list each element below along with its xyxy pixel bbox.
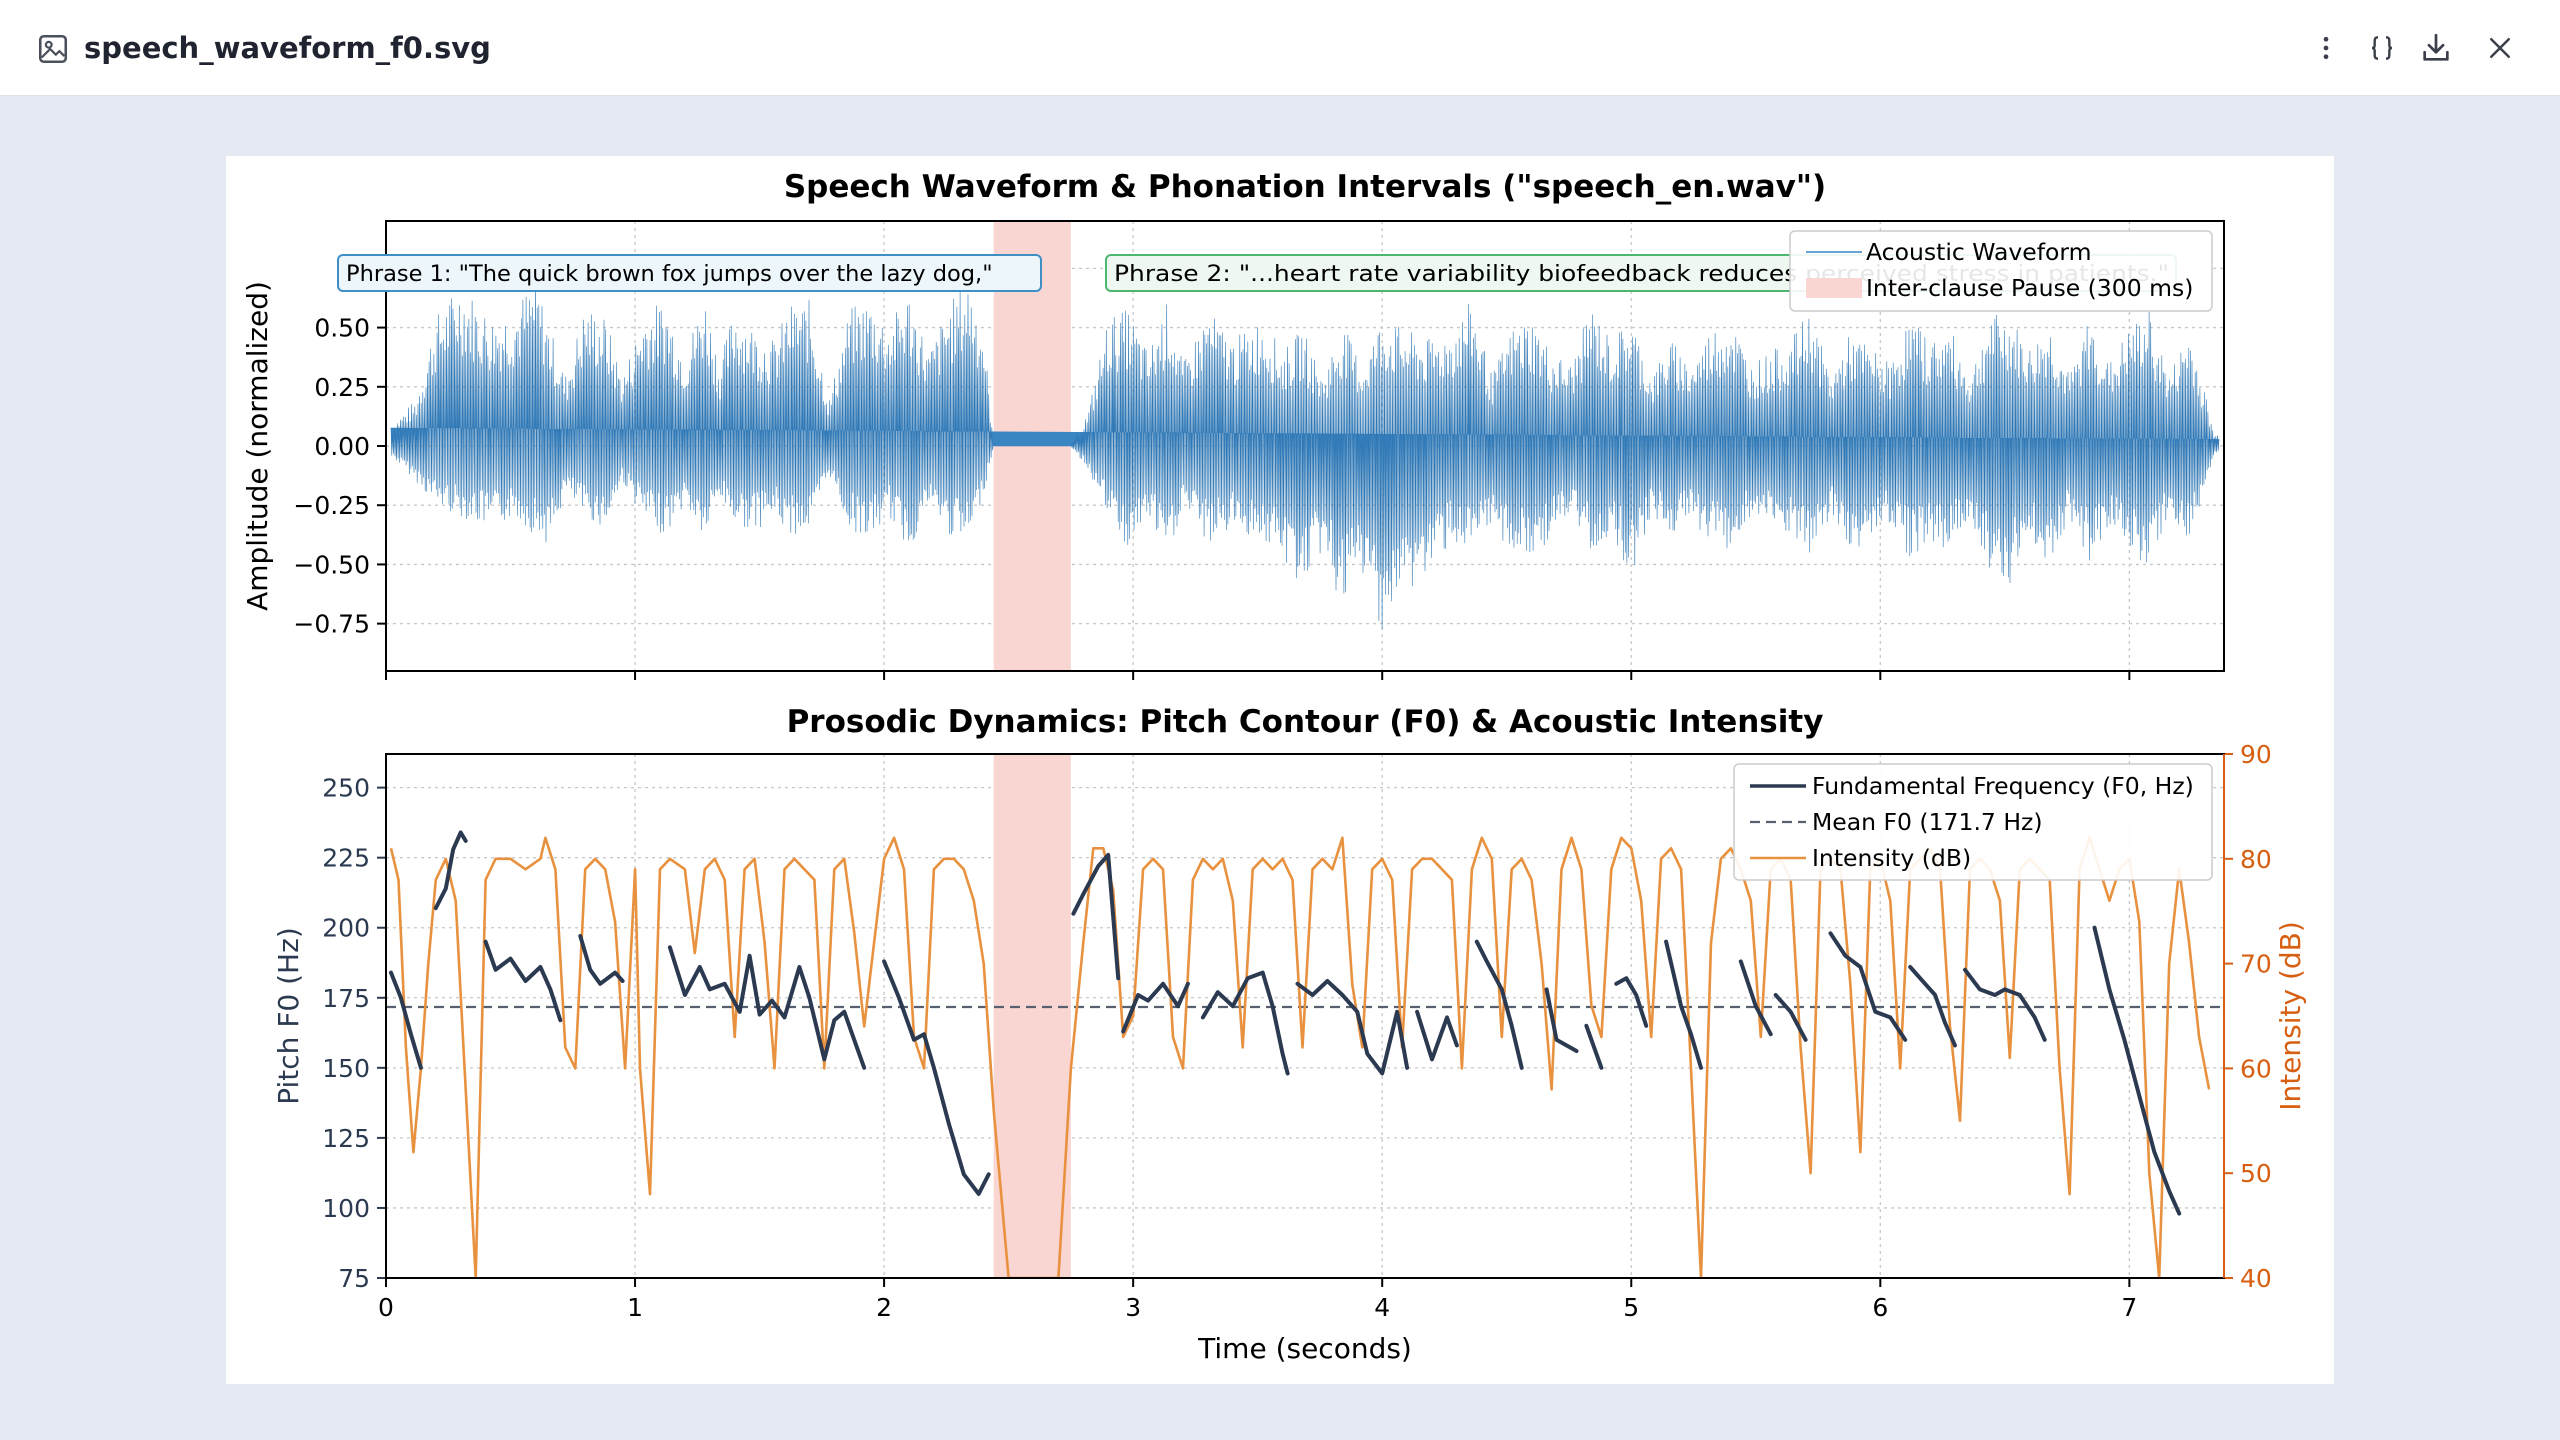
bottom-y-tick-label: 75 [338,1264,370,1293]
f0-segment [1071,852,1121,981]
right-y-tick-label: 60 [2240,1054,2272,1083]
bottom-y-tick-label: 125 [322,1124,370,1153]
top-legend-frame [1789,230,2213,312]
top-y-ticks: −0.75−0.50−0.250.000.250.500. [293,254,386,639]
image-file-icon [38,34,68,64]
f0-segment [1963,967,2047,1042]
top-y-axis-label: Amplitude (normalized) [241,281,274,611]
legend-label-pause: Inter-clause Pause (300 ms) [1866,274,2193,302]
f0-segment [1584,1023,1604,1070]
top-y-tick-label: −0.50 [293,550,370,579]
x-tick-label: 1 [627,1293,643,1322]
top-y-tick-label: −0.25 [293,491,370,520]
right-y-tick-label: 80 [2240,845,2272,874]
phrase-1-text: Phrase 1: "The quick brown fox jumps ove… [346,261,993,287]
top-y-tick-label: 0.50 [314,314,370,343]
figure-canvas: Speech Waveform & Phonation Intervals ("… [226,156,2334,1384]
top-x-ticks [385,671,2131,680]
legend-label-waveform: Acoustic Waveform [1866,238,2092,266]
bottom-y-ticks-left: 75 100 125 150 175 200 225 250 [322,774,386,1293]
bottom-legend-frame [1733,763,2213,881]
bottom-y-tick-label: 225 [322,844,370,873]
file-name: speech_waveform_f0.svg [84,31,491,65]
more-options-button[interactable] [2302,24,2350,72]
bottom-y-tick-label: 200 [322,914,370,943]
top-y-tick-label: −0.75 [293,610,370,639]
f0-segment [389,970,423,1070]
f0-segment [1738,959,1773,1037]
bottom-y-tick-label: 175 [322,984,370,1013]
x-tick-label: 6 [1872,1293,1888,1322]
bottom-y-tick-label: 250 [322,774,370,803]
f0-segment [433,830,468,911]
bottom-right-axis-label: Intensity (dB) [2274,921,2307,1111]
more-vertical-icon [2323,36,2329,60]
f0-series [389,830,2182,1216]
f0-segment [2092,925,2182,1216]
legend-label-intensity: Intensity (dB) [1812,844,1971,872]
f0-segment [483,939,563,1023]
f0-segment [1415,1009,1459,1062]
x-tick-label: 5 [1623,1293,1639,1322]
f0-segment [1295,979,1410,1076]
bottom-legend: Fundamental Frequency (F0, Hz) Mean F0 (… [1733,763,2213,881]
legend-label-f0: Fundamental Frequency (F0, Hz) [1812,772,2194,800]
download-icon [2423,33,2449,61]
bottom-y-ticks-right: 40 50 60 70 80 90 [2224,740,2272,1293]
f0-segment [1828,931,1908,1042]
phrase-1-annotation: Phrase 1: "The quick brown fox jumps ove… [337,254,1042,292]
bottom-y-tick-label: 150 [322,1054,370,1083]
top-legend: Acoustic Waveform Inter-clause Pause (30… [1789,230,2213,312]
right-y-tick-label: 40 [2240,1264,2272,1293]
code-braces-icon [2371,36,2393,60]
acoustic-waveform-series [390,278,2220,630]
bottom-chart-title: Prosodic Dynamics: Pitch Contour (F0) & … [787,704,1824,740]
f0-segment [1664,939,1703,1070]
f0-segment [1474,939,1524,1070]
bottom-pause-band [993,754,1071,1278]
right-y-tick-label: 50 [2240,1159,2272,1188]
right-y-tick-label: 90 [2240,740,2272,769]
x-tick-label: 4 [1374,1293,1390,1322]
top-axes-frame [385,220,2225,672]
phrase-1-box [337,254,1042,292]
legend-label-mean: Mean F0 (171.7 Hz) [1812,808,2043,836]
legend-swatch-pause [1806,278,1862,298]
top-y-tick-label: 0.25 [314,373,370,402]
x-tick-label: 0 [378,1293,394,1322]
bottom-y-tick-label: 100 [322,1194,370,1223]
f0-segment [578,934,625,986]
f0-segment [1908,965,1957,1048]
close-icon [2490,38,2510,58]
f0-segment [1614,976,1649,1028]
f0-segment [667,945,867,1070]
bottom-x-ticks: 0 1 2 3 4 5 6 7 [378,1278,2137,1322]
view-source-button[interactable] [2358,24,2406,72]
x-tick-label: 7 [2121,1293,2137,1322]
x-tick-label: 3 [1125,1293,1141,1322]
intensity-series [389,836,2211,1278]
x-tick-label: 2 [876,1293,892,1322]
download-button[interactable] [2412,24,2460,72]
f0-segment [1544,987,1579,1053]
bottom-y-axis-label: Pitch F0 (Hz) [272,927,305,1105]
top-chart-title: Speech Waveform & Phonation Intervals ("… [784,169,1826,205]
f0-segment [882,959,991,1196]
top-y-tick-label: 0.00 [314,432,370,461]
right-y-tick-label: 70 [2240,950,2272,979]
pause-band-bottom [993,754,1071,1278]
speech-figure: Speech Waveform & Phonation Intervals ("… [241,169,2307,1365]
f0-segment [1773,993,1808,1042]
x-axis-label: Time (seconds) [1197,1332,1412,1365]
f0-segment [1121,981,1190,1034]
f0-segment [1200,970,1290,1076]
title-bar: speech_waveform_f0.svg [0,0,2560,96]
close-button[interactable] [2476,24,2524,72]
